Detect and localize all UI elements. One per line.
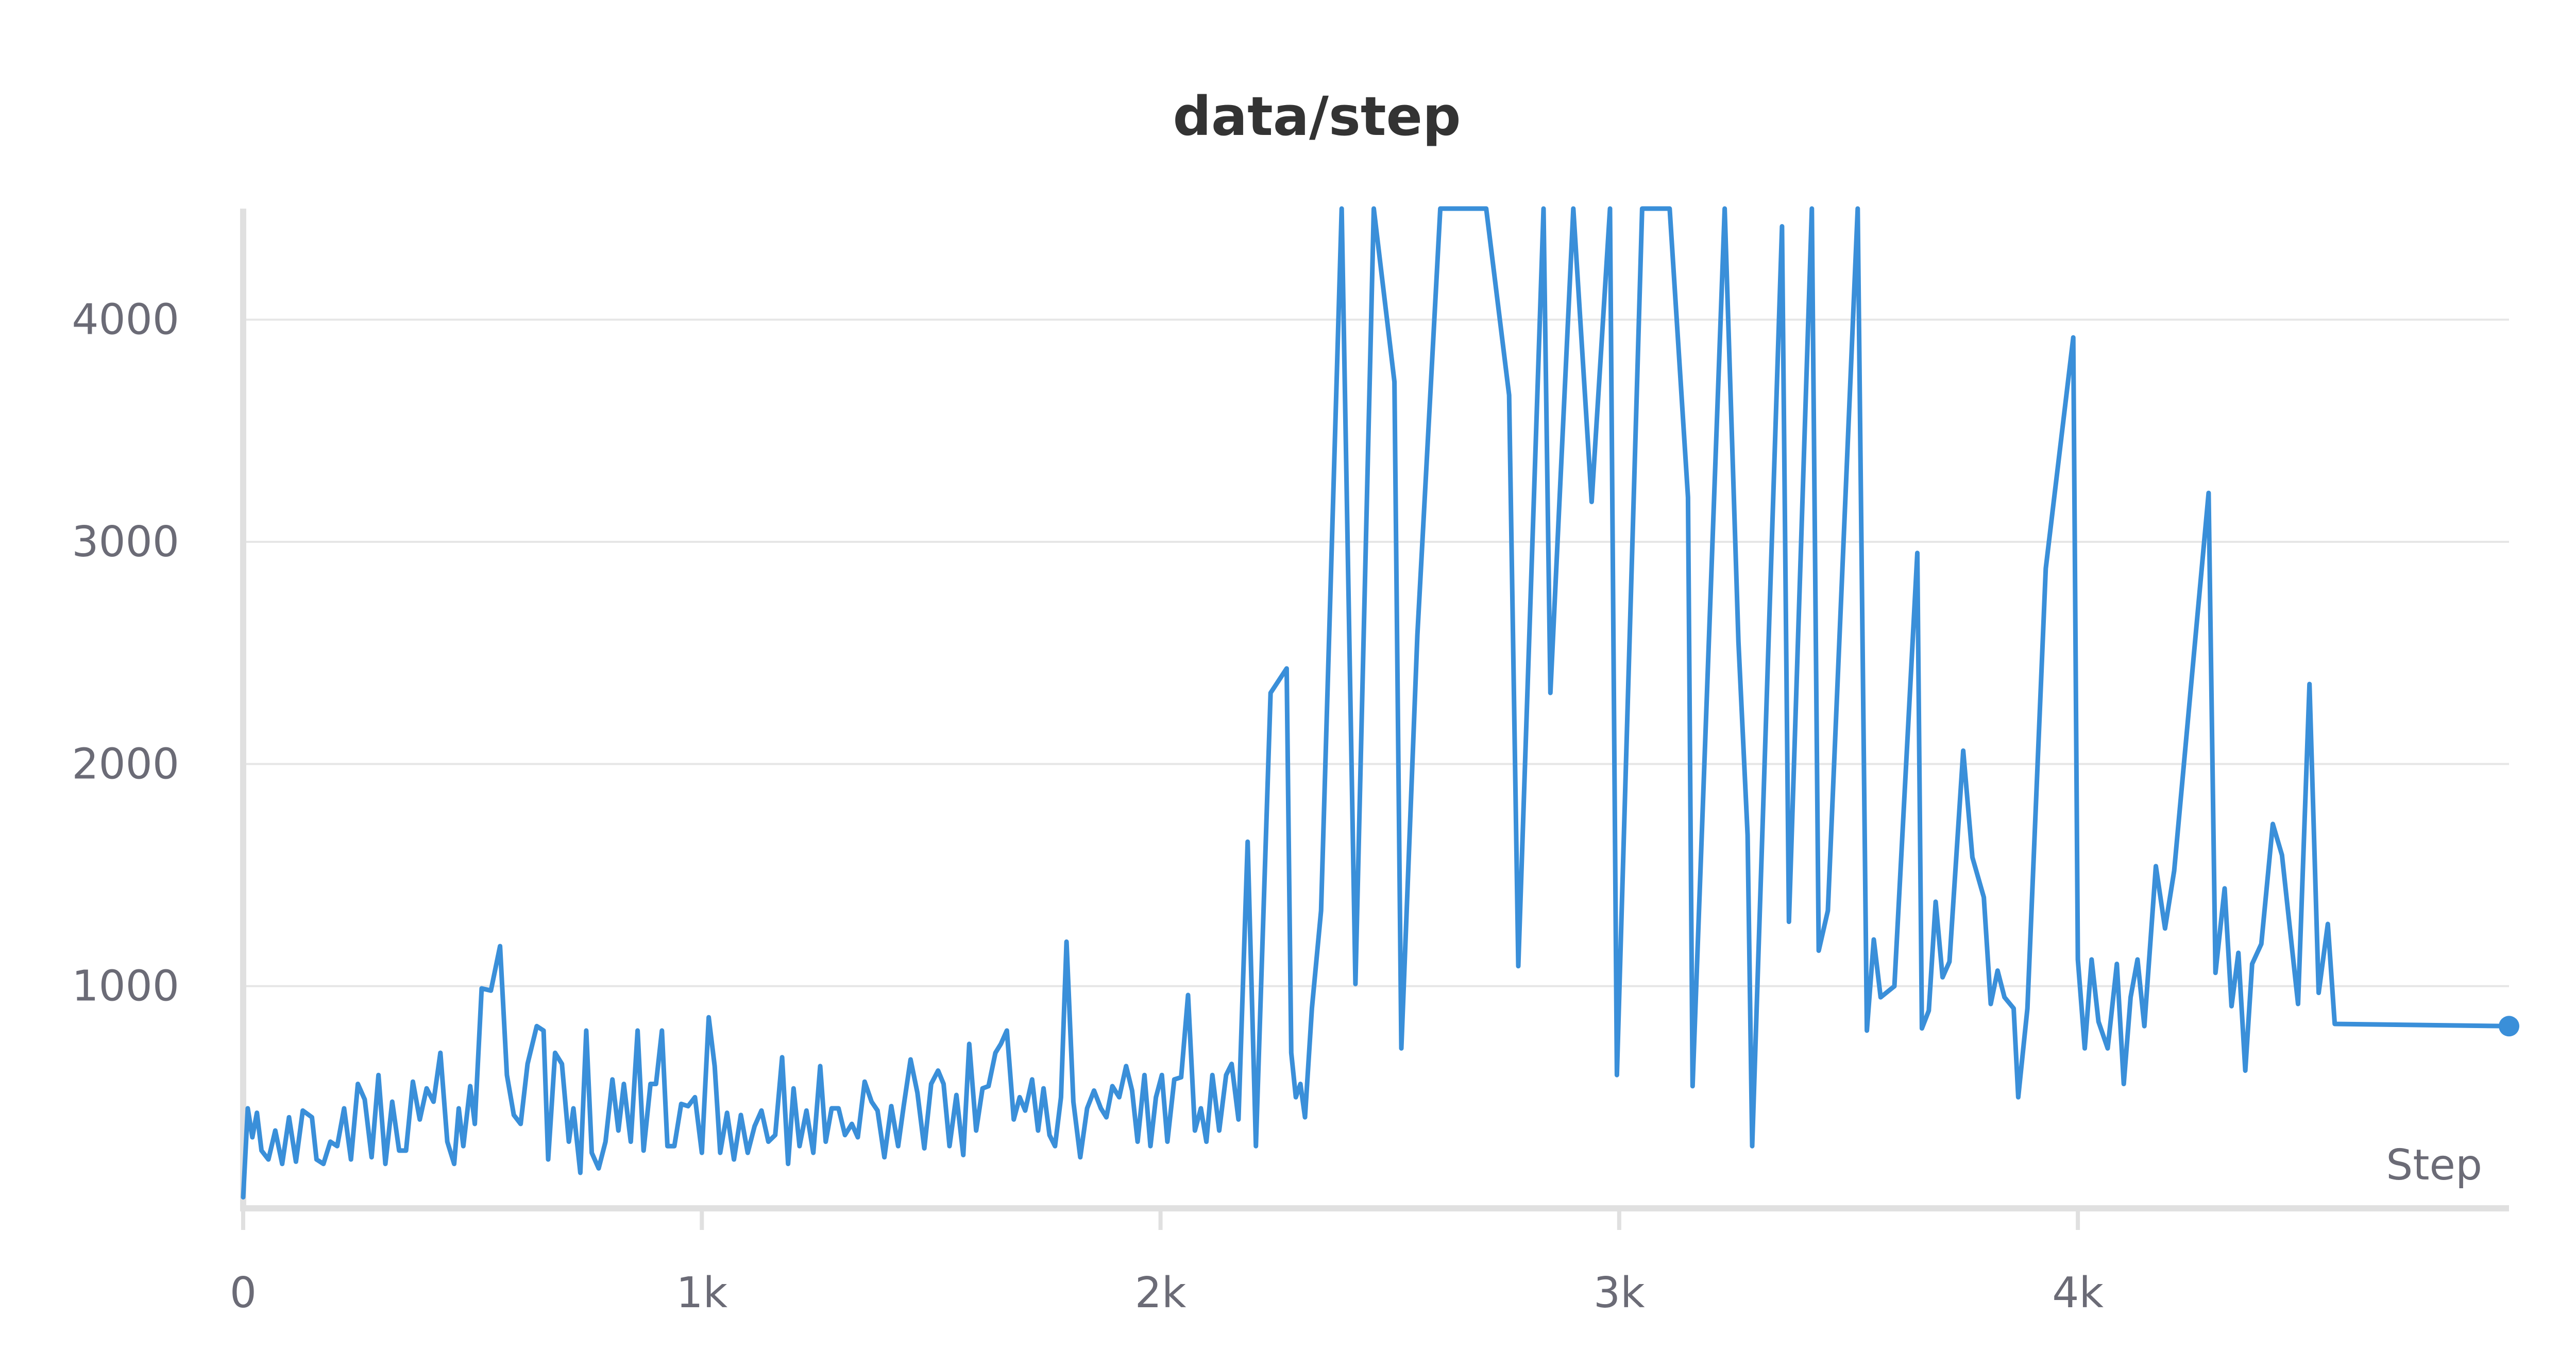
chart-title: data/step <box>1173 85 1461 148</box>
grid <box>243 318 2509 987</box>
series-line <box>241 206 2512 1200</box>
x-axis-ticks: 0 1k 2k 3k 4k <box>230 1208 2104 1318</box>
x-tick-label: 0 <box>230 1269 257 1318</box>
y-tick-label: 1000 <box>72 962 179 1011</box>
y-tick-label: 2000 <box>72 740 179 789</box>
x-tick-label: 4k <box>2052 1269 2104 1318</box>
x-axis-title: Step <box>2386 1141 2482 1190</box>
x-tick-label: 3k <box>1594 1269 1645 1318</box>
series-group <box>241 206 2519 1200</box>
y-tick-label: 4000 <box>72 296 179 345</box>
series-end-point <box>2499 1016 2519 1037</box>
x-tick-label: 2k <box>1135 1269 1187 1318</box>
x-tick-label: 1k <box>676 1269 727 1318</box>
y-axis-ticks: 1000 2000 3000 4000 <box>72 296 179 1011</box>
y-tick-label: 3000 <box>72 518 179 567</box>
